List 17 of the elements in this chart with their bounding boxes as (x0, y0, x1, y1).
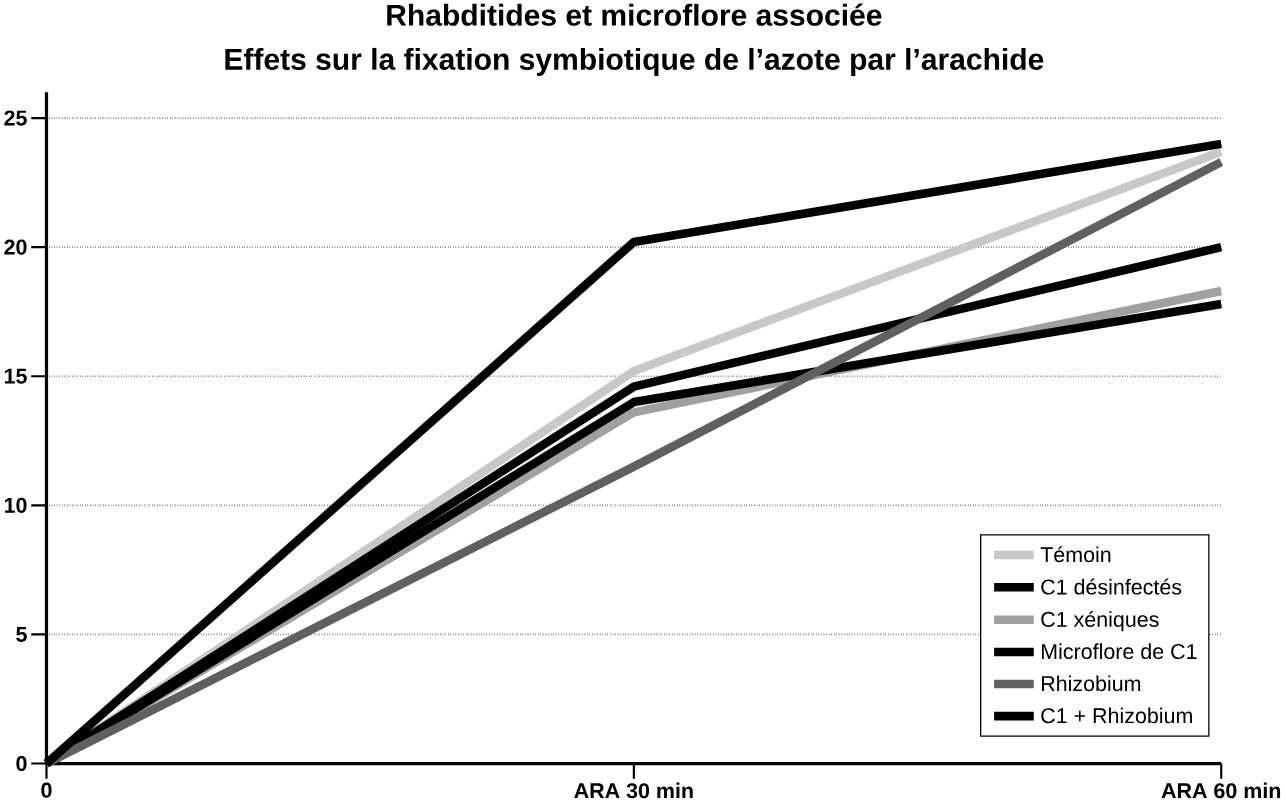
y-tick-label: 25 (4, 110, 27, 126)
legend-label: C1 xéniques (1041, 611, 1159, 632)
y-tick-label: 10 (4, 497, 27, 513)
x-tick-label: ARA 60 min (1161, 782, 1281, 799)
y-tick-label: 5 (16, 626, 27, 642)
x-tick-label: ARA 30 min (574, 782, 693, 799)
legend-label: Témoin (1040, 546, 1111, 563)
y-tick-label: 20 (4, 239, 27, 255)
chart-title: Rhabditides et microflore associée (387, 3, 882, 26)
y-tick-label: 15 (4, 368, 27, 384)
y-tick-label: 0 (16, 755, 27, 772)
x-tick-label: 0 (41, 782, 52, 798)
legend-label: C1 + Rhizobium (1041, 707, 1192, 724)
legend-label: C1 désinfectés (1041, 578, 1182, 595)
chart-subtitle: Effets sur la fixation symbiotique de l’azote par l’arachide (225, 47, 1044, 76)
legend-label: Rhizobium (1041, 675, 1141, 692)
legend-label: Microflore de C1 (1041, 643, 1197, 660)
